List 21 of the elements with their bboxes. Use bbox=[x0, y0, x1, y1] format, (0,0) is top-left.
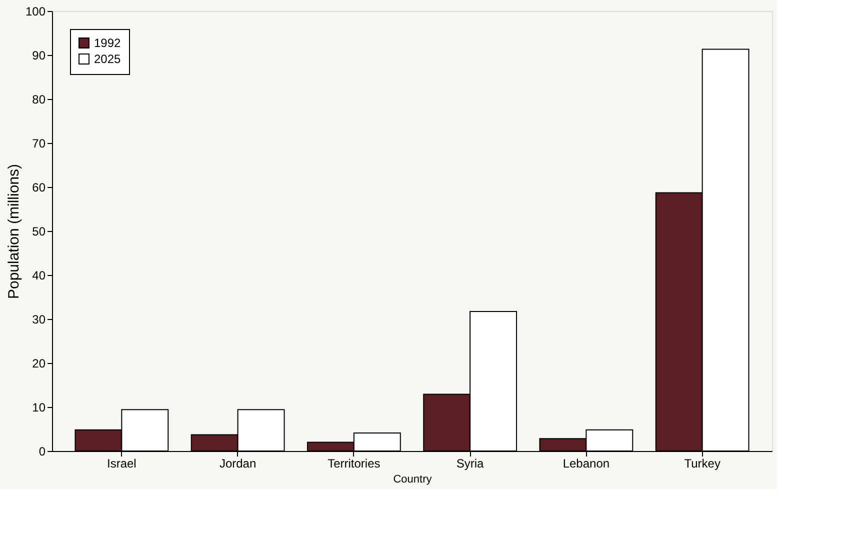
y-axis-title: Population (millions) bbox=[5, 164, 22, 300]
y-tick-label: 50 bbox=[32, 224, 46, 238]
y-tick-label: 30 bbox=[32, 312, 46, 326]
x-tick-label: Jordan bbox=[219, 456, 256, 470]
y-tick-label: 70 bbox=[32, 136, 46, 150]
y-tick-label: 40 bbox=[32, 268, 46, 282]
y-tick-label: 10 bbox=[32, 400, 46, 414]
y-tick-label: 0 bbox=[38, 444, 46, 458]
x-tick-label: Lebanon bbox=[562, 456, 610, 470]
x-tick-label: Israel bbox=[107, 456, 136, 470]
legend-label: 1992 bbox=[94, 36, 122, 50]
y-tick-label: 90 bbox=[32, 48, 46, 62]
x-axis-title: Country bbox=[393, 474, 432, 486]
x-tick-label: Territories bbox=[328, 456, 380, 470]
y-tick-label: 100 bbox=[25, 4, 46, 18]
x-tick-label: Turkey bbox=[684, 456, 720, 470]
legend-label: 2025 bbox=[94, 52, 122, 66]
y-tick-label: 20 bbox=[32, 356, 46, 370]
x-tick-label: Syria bbox=[456, 456, 484, 470]
y-tick-label: 60 bbox=[32, 180, 46, 194]
y-tick-label: 80 bbox=[32, 92, 46, 106]
